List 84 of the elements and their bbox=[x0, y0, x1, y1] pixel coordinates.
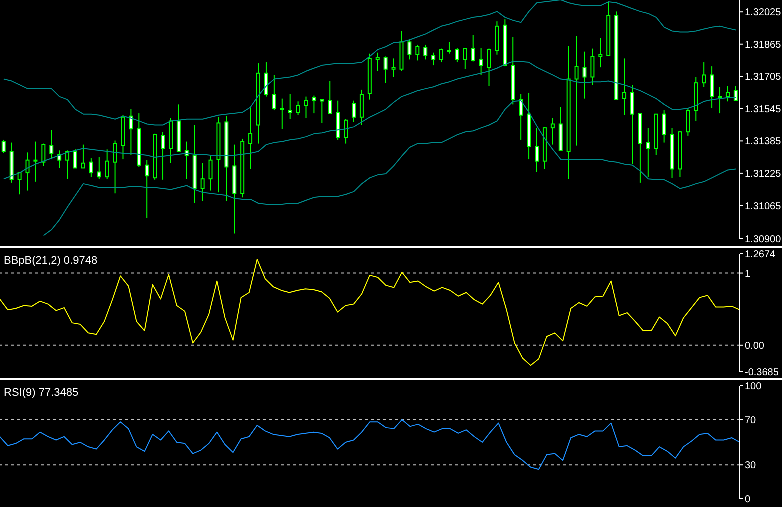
candlestick bbox=[646, 128, 650, 178]
y-tick-label: 1.2674 bbox=[745, 250, 776, 261]
line-series bbox=[3, 61, 737, 180]
candlestick bbox=[129, 109, 134, 156]
chart-title: BBpB(21,2) 0.9748 bbox=[4, 255, 98, 267]
candlestick bbox=[81, 144, 86, 169]
candlestick bbox=[264, 62, 268, 98]
candlestick bbox=[50, 130, 54, 160]
candlestick bbox=[344, 118, 348, 144]
candlestick bbox=[26, 152, 30, 192]
candlestick bbox=[630, 84, 634, 165]
candlestick bbox=[718, 86, 722, 114]
candlestick bbox=[416, 44, 420, 62]
candlestick bbox=[463, 48, 468, 70]
candlestick bbox=[288, 93, 292, 120]
candlestick bbox=[66, 150, 70, 180]
candlestick bbox=[408, 38, 412, 60]
candlestick bbox=[550, 118, 555, 146]
candlestick bbox=[184, 141, 189, 180]
y-tick-label: 1.31545 bbox=[745, 104, 782, 116]
candlestick bbox=[74, 149, 78, 169]
y-tick-label: 1.30900 bbox=[745, 234, 782, 246]
candlestick bbox=[42, 143, 46, 167]
y-tick-label: 1.31225 bbox=[745, 169, 782, 180]
y-tick-label: 1.31705 bbox=[745, 72, 782, 84]
candlestick bbox=[662, 110, 666, 144]
candlestick bbox=[686, 108, 690, 136]
candlestick bbox=[328, 80, 332, 115]
candlestick bbox=[304, 96, 308, 119]
y-tick-label: 30 bbox=[745, 460, 757, 472]
y-tick-label: 1 bbox=[745, 268, 751, 280]
candlestick bbox=[455, 48, 460, 64]
candlestick bbox=[352, 100, 356, 123]
chart-title: RSI(9) 77.3485 bbox=[4, 387, 79, 399]
y-tick-label: 1.31865 bbox=[745, 40, 782, 51]
candlestick bbox=[320, 98, 324, 124]
candlestick bbox=[702, 62, 706, 88]
candlestick bbox=[384, 56, 388, 84]
candlestick bbox=[471, 34, 476, 62]
candlestick bbox=[145, 160, 150, 219]
candlestick bbox=[296, 101, 300, 116]
y-tick-label: 1.32025 bbox=[745, 8, 782, 19]
candlestick bbox=[479, 48, 484, 76]
candlestick bbox=[432, 52, 436, 66]
candlestick bbox=[97, 157, 102, 180]
candlestick bbox=[34, 141, 38, 182]
candlestick bbox=[622, 58, 627, 116]
candlestick bbox=[590, 48, 595, 86]
candlestick bbox=[598, 38, 603, 68]
candlestick bbox=[2, 139, 6, 154]
y-tick-label: 70 bbox=[745, 415, 757, 426]
y-tick-label: 1.31385 bbox=[745, 136, 782, 148]
candlestick bbox=[447, 42, 452, 54]
candlestick bbox=[105, 149, 110, 180]
candlestick bbox=[710, 66, 714, 110]
line-series bbox=[0, 419, 740, 470]
candlestick bbox=[248, 106, 253, 170]
candlestick bbox=[726, 86, 730, 102]
candlestick bbox=[280, 98, 284, 130]
candlestick bbox=[18, 172, 22, 196]
candlestick bbox=[582, 51, 587, 100]
y-tick-label: 0.00 bbox=[745, 340, 765, 352]
candlestick bbox=[312, 95, 316, 114]
candlestick bbox=[208, 156, 213, 192]
candlestick bbox=[376, 52, 380, 72]
y-tick-label: 0 bbox=[745, 494, 751, 506]
candlestick bbox=[272, 74, 276, 112]
candlestick bbox=[89, 158, 94, 178]
candlestick bbox=[440, 48, 444, 64]
candlestick bbox=[113, 140, 118, 194]
candlestick bbox=[392, 58, 396, 78]
candlestick bbox=[574, 36, 579, 146]
candlestick bbox=[200, 162, 205, 202]
line-series bbox=[43, 100, 737, 236]
candlestick bbox=[161, 132, 166, 180]
y-tick-label: 1.31065 bbox=[745, 201, 782, 212]
candlestick bbox=[535, 128, 540, 173]
candlestick bbox=[487, 48, 492, 87]
candlestick bbox=[58, 150, 62, 169]
y-tick-label: -0.3685 bbox=[745, 368, 780, 379]
candlestick bbox=[424, 44, 428, 60]
candlestick bbox=[360, 89, 364, 126]
candlestick bbox=[519, 93, 524, 140]
y-tick-label: 100 bbox=[745, 382, 762, 393]
